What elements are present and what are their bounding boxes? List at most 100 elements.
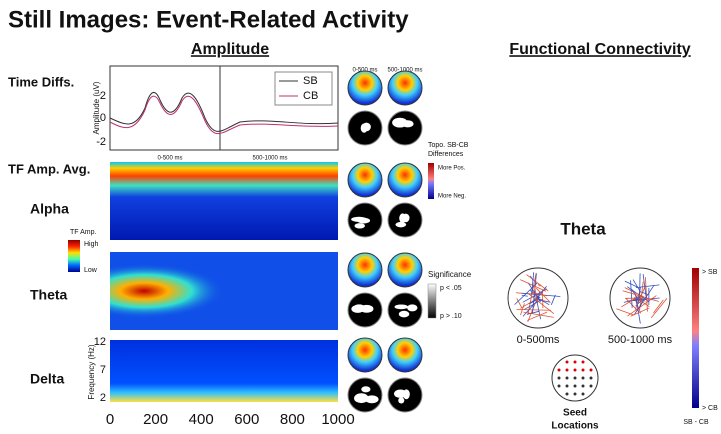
- x-tick-label: 0: [106, 411, 114, 428]
- erp-frame: [109, 65, 339, 151]
- connection: [523, 311, 554, 318]
- sig-patch: [351, 305, 365, 313]
- sig-patch: [402, 389, 410, 400]
- legend: [274, 71, 333, 106]
- electrode: [589, 368, 593, 372]
- connection: [550, 294, 556, 305]
- sig-patch: [399, 213, 407, 223]
- legend-label: SB: [303, 75, 318, 87]
- section-title: Amplitude: [191, 41, 269, 58]
- sig-patch: [362, 122, 371, 132]
- electrode: [573, 384, 577, 388]
- connection: [639, 273, 641, 298]
- electrode: [557, 376, 561, 380]
- connection: [616, 308, 634, 316]
- sig-map: [387, 110, 423, 146]
- connection: [537, 286, 547, 298]
- x-tick-label: 400: [189, 411, 214, 428]
- y-tick-label: 0: [100, 112, 106, 124]
- electrode: [573, 376, 577, 380]
- legend-title: Significance: [428, 270, 472, 279]
- connection: [630, 280, 633, 308]
- electrode: [565, 360, 569, 364]
- band-title: Theta: [560, 219, 606, 238]
- y-tick-label: 2: [100, 90, 106, 102]
- window-label: 500-1000 ms: [608, 334, 673, 346]
- x-tick-label: 800: [280, 411, 305, 428]
- topomap: [347, 252, 383, 288]
- window-label: 0-500 ms: [157, 156, 182, 162]
- section-title: Functional Connectivity: [509, 41, 690, 58]
- colorbar-label: More Neg.: [438, 194, 466, 200]
- connection: [635, 284, 660, 288]
- electrode: [589, 384, 593, 388]
- colorbar: [428, 163, 434, 199]
- sig-patch: [357, 217, 371, 224]
- x-tick-label: 600: [234, 411, 259, 428]
- x-tick-label: 200: [143, 411, 168, 428]
- sig-patch: [354, 393, 369, 404]
- seed-label: Seed: [563, 408, 587, 419]
- connection: [639, 297, 646, 302]
- electrode: [581, 384, 585, 388]
- electrode: [581, 368, 585, 372]
- connection: [521, 294, 528, 297]
- colorbar-label: More Pos.: [438, 166, 466, 172]
- band-label: Delta: [30, 371, 64, 387]
- window-label: 0-500ms: [517, 334, 560, 346]
- topomap: [387, 252, 423, 288]
- band-label: Theta: [30, 287, 68, 303]
- erp-trace: [109, 95, 339, 134]
- connection: [530, 291, 547, 297]
- electrode: [573, 360, 577, 364]
- heatmap: [110, 340, 338, 402]
- connection: [639, 300, 650, 308]
- connection: [624, 280, 639, 288]
- connection: [650, 298, 668, 318]
- y-tick-label: 12: [94, 336, 106, 348]
- electrode: [565, 376, 569, 380]
- band-label: Alpha: [30, 201, 69, 217]
- electrode: [581, 376, 585, 380]
- seed-label: Locations: [551, 421, 599, 432]
- colorbar-label: p > .10: [440, 313, 462, 320]
- electrode: [565, 384, 569, 388]
- sig-map: [387, 292, 423, 328]
- sig-patch: [394, 304, 408, 310]
- electrode: [557, 384, 561, 388]
- sig-patch: [361, 386, 371, 393]
- colorbar-label: p < .05: [440, 285, 462, 292]
- heatmap-blob: [110, 252, 338, 330]
- axis-label: Frequency (Hz): [87, 344, 96, 399]
- electrode: [573, 368, 577, 372]
- sig-patch: [354, 223, 365, 229]
- topomap: [387, 162, 423, 198]
- topomap: [347, 337, 383, 373]
- connection: [528, 293, 555, 314]
- connection: [642, 274, 647, 297]
- colorbar: [692, 268, 699, 408]
- colorbar-label: > CB: [702, 405, 718, 412]
- sig-patch: [398, 310, 410, 318]
- legend-title: Topo. SB-CB: [428, 142, 469, 149]
- connection: [514, 282, 538, 305]
- colorbar-label: High: [84, 241, 99, 248]
- electrode: [581, 392, 585, 396]
- topomap: [387, 337, 423, 373]
- connection: [622, 290, 659, 302]
- connection: [644, 277, 648, 312]
- connection: [527, 311, 548, 321]
- electrode: [565, 368, 569, 372]
- connection: [639, 281, 644, 310]
- connection: [630, 307, 650, 317]
- y-tick-label: 2: [100, 392, 106, 404]
- window-label: 500-1000 ms: [252, 156, 287, 162]
- topomap: [347, 162, 383, 198]
- connection: [624, 287, 644, 298]
- legend-title: Differences: [428, 151, 464, 158]
- axis-label: Amplitude (uV): [92, 81, 101, 134]
- y-tick-label: -2: [96, 136, 106, 148]
- colorbar: [68, 240, 80, 272]
- heatmap: [110, 162, 338, 240]
- connection: [653, 299, 664, 314]
